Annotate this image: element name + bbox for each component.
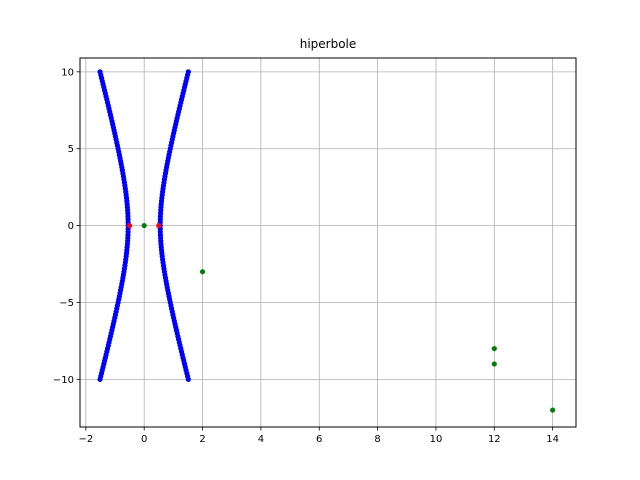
y-tick-label: 0 — [68, 221, 74, 232]
data-point — [199, 269, 206, 275]
x-tick-label: 0 — [141, 434, 147, 445]
data-point — [185, 69, 191, 75]
data-series — [97, 69, 556, 413]
x-tick-label: 14 — [546, 434, 559, 445]
x-tick-label: 4 — [258, 434, 264, 445]
grid-lines — [80, 58, 576, 427]
data-point — [127, 222, 133, 229]
x-tick-label: −2 — [78, 434, 93, 445]
y-tick-label: 10 — [61, 67, 74, 78]
data-point — [156, 222, 162, 229]
chart-title: hiperbole — [300, 37, 357, 51]
data-point — [491, 345, 497, 352]
x-tick-label: 8 — [374, 434, 380, 445]
axis-ticks: −2 0 2 4 6 8 10 12 14 10 5 0 −5 −10 — [53, 67, 559, 445]
data-point — [491, 361, 497, 367]
data-point — [550, 407, 556, 413]
x-tick-label: 6 — [316, 434, 322, 445]
data-point — [141, 222, 147, 229]
y-tick-label: −5 — [59, 298, 74, 309]
x-tick-label: 10 — [430, 434, 443, 445]
x-tick-label: 12 — [488, 434, 501, 445]
x-tick-label: 2 — [199, 434, 205, 445]
axes-frame — [79, 57, 577, 428]
y-tick-label: −10 — [53, 375, 74, 386]
y-tick-label: 5 — [68, 144, 74, 155]
data-point — [97, 69, 103, 75]
